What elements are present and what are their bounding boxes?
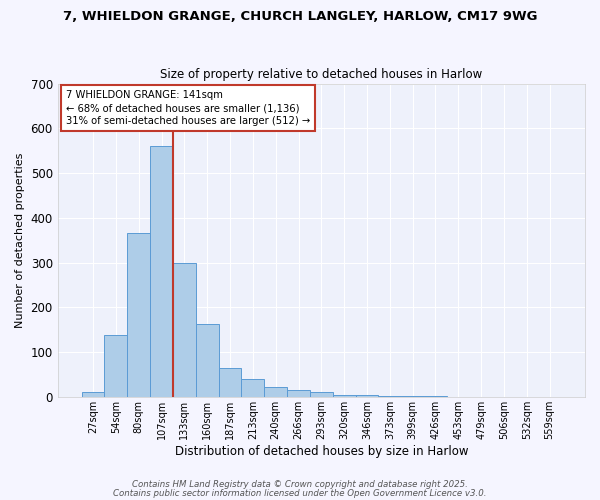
- Bar: [150, 146, 173, 397]
- Y-axis label: Number of detached properties: Number of detached properties: [15, 152, 25, 328]
- Bar: [264, 387, 287, 397]
- Bar: [333, 394, 356, 397]
- Bar: [287, 390, 310, 397]
- Text: 7, WHIELDON GRANGE, CHURCH LANGLEY, HARLOW, CM17 9WG: 7, WHIELDON GRANGE, CHURCH LANGLEY, HARL…: [63, 10, 537, 23]
- Bar: [356, 396, 379, 397]
- Title: Size of property relative to detached houses in Harlow: Size of property relative to detached ho…: [160, 68, 482, 81]
- Bar: [379, 396, 401, 397]
- Bar: [104, 336, 127, 397]
- Text: Contains public sector information licensed under the Open Government Licence v3: Contains public sector information licen…: [113, 488, 487, 498]
- Bar: [310, 392, 333, 397]
- X-axis label: Distribution of detached houses by size in Harlow: Distribution of detached houses by size …: [175, 444, 468, 458]
- Text: 7 WHIELDON GRANGE: 141sqm
← 68% of detached houses are smaller (1,136)
31% of se: 7 WHIELDON GRANGE: 141sqm ← 68% of detac…: [65, 90, 310, 126]
- Text: Contains HM Land Registry data © Crown copyright and database right 2025.: Contains HM Land Registry data © Crown c…: [132, 480, 468, 489]
- Bar: [173, 264, 196, 397]
- Bar: [196, 324, 218, 397]
- Bar: [241, 379, 264, 397]
- Bar: [82, 392, 104, 397]
- Bar: [218, 368, 241, 397]
- Bar: [127, 234, 150, 397]
